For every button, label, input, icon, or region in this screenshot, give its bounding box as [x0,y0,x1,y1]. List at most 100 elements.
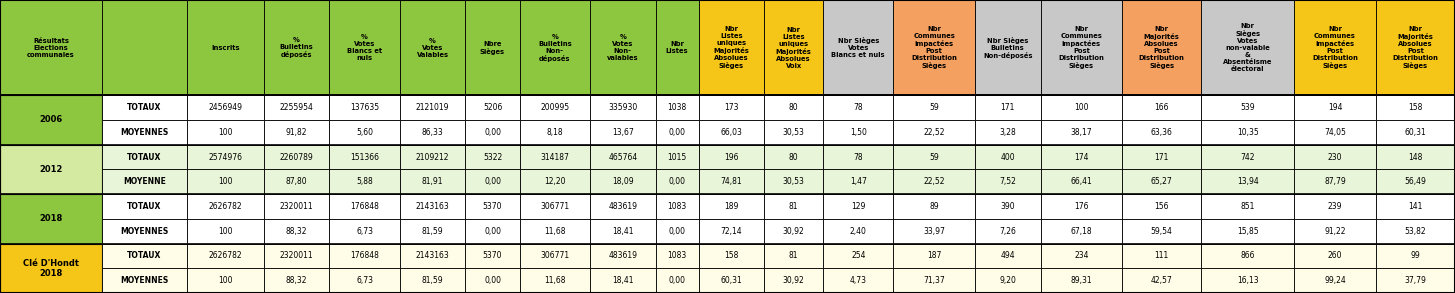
Text: 72,14: 72,14 [720,227,742,236]
Text: 1015: 1015 [668,153,687,161]
Bar [589,169,656,194]
Text: 148: 148 [1408,153,1423,161]
Text: 86,33: 86,33 [422,128,444,137]
Bar [400,120,466,145]
Text: 18,41: 18,41 [613,276,633,285]
Bar [589,95,656,120]
Bar [1122,145,1202,169]
Bar [519,169,589,194]
Bar [589,145,656,169]
Text: 53,82: 53,82 [1404,227,1426,236]
Bar [1122,95,1202,120]
Bar [1122,194,1202,219]
Text: MOYENNES: MOYENNES [121,227,169,236]
Bar [893,268,975,293]
Bar [893,0,975,95]
Text: 2320011: 2320011 [279,251,313,260]
Text: 194: 194 [1328,103,1342,112]
Text: 171: 171 [1155,153,1168,161]
Text: 171: 171 [1001,103,1016,112]
Bar [824,194,893,219]
Bar [764,145,824,169]
Bar [975,194,1040,219]
Bar [1376,95,1455,120]
Bar [589,194,656,219]
Bar [1293,169,1376,194]
Text: 91,82: 91,82 [287,128,307,137]
Bar [698,219,764,243]
Bar [1376,243,1455,268]
Bar [186,219,263,243]
Text: Nbr Sièges
Votes
Blancs et nuls: Nbr Sièges Votes Blancs et nuls [831,37,885,58]
Text: 74,81: 74,81 [720,177,742,186]
Bar [466,120,519,145]
Bar [1376,194,1455,219]
Bar [656,194,698,219]
Bar [329,0,400,95]
Text: 176848: 176848 [351,202,380,211]
Text: 0,00: 0,00 [485,227,501,236]
Text: Nbr Sièges
Bulletins
Non-déposés: Nbr Sièges Bulletins Non-déposés [984,37,1033,59]
Text: 483619: 483619 [608,251,637,260]
Bar [400,169,466,194]
Bar [1376,169,1455,194]
Text: 137635: 137635 [351,103,380,112]
Text: 2255954: 2255954 [279,103,314,112]
Bar [329,95,400,120]
Bar [1122,120,1202,145]
Text: 33,97: 33,97 [924,227,946,236]
Text: Inscrits: Inscrits [211,45,240,51]
Text: 5322: 5322 [483,153,502,161]
Text: 59: 59 [930,103,938,112]
Text: 158: 158 [1408,103,1423,112]
Text: 60,31: 60,31 [720,276,742,285]
Bar [263,268,329,293]
Bar [656,268,698,293]
Text: Résultats
Elections
communales: Résultats Elections communales [28,38,74,58]
Bar [764,169,824,194]
Bar [400,243,466,268]
Text: 81,59: 81,59 [422,276,444,285]
Text: MOYENNES: MOYENNES [121,128,169,137]
Text: 2143163: 2143163 [416,251,450,260]
Text: 18,09: 18,09 [613,177,633,186]
Text: %
Votes
Non-
valables: % Votes Non- valables [607,34,639,61]
Text: 173: 173 [725,103,739,112]
Bar [824,219,893,243]
Text: 5370: 5370 [483,202,502,211]
Bar [0,243,102,293]
Text: 65,27: 65,27 [1151,177,1173,186]
Bar [1202,243,1293,268]
Text: 742: 742 [1241,153,1256,161]
Text: 66,41: 66,41 [1071,177,1093,186]
Text: Clé D'Hondt
2018: Clé D'Hondt 2018 [23,259,79,278]
Bar [975,120,1040,145]
Bar [893,194,975,219]
Text: 158: 158 [725,251,739,260]
Text: 13,67: 13,67 [613,128,633,137]
Text: 78: 78 [854,103,863,112]
Text: 66,03: 66,03 [720,128,742,137]
Text: 81: 81 [789,251,799,260]
Bar [975,243,1040,268]
Text: Nbr
Majorités
Absolues
Post
Distribution
Sièges: Nbr Majorités Absolues Post Distribution… [1139,26,1184,69]
Bar [656,169,698,194]
Text: 87,79: 87,79 [1324,177,1346,186]
Bar [764,243,824,268]
Text: 4,73: 4,73 [850,276,867,285]
Bar [824,95,893,120]
Bar [263,145,329,169]
Text: 314187: 314187 [540,153,569,161]
Bar [589,243,656,268]
Bar [1202,219,1293,243]
Text: 74,05: 74,05 [1324,128,1346,137]
Bar [893,219,975,243]
Text: 6,73: 6,73 [356,276,372,285]
Bar [0,0,102,95]
Bar [1202,194,1293,219]
Bar [1293,268,1376,293]
Bar [589,219,656,243]
Bar [1293,243,1376,268]
Bar [656,120,698,145]
Bar [466,0,519,95]
